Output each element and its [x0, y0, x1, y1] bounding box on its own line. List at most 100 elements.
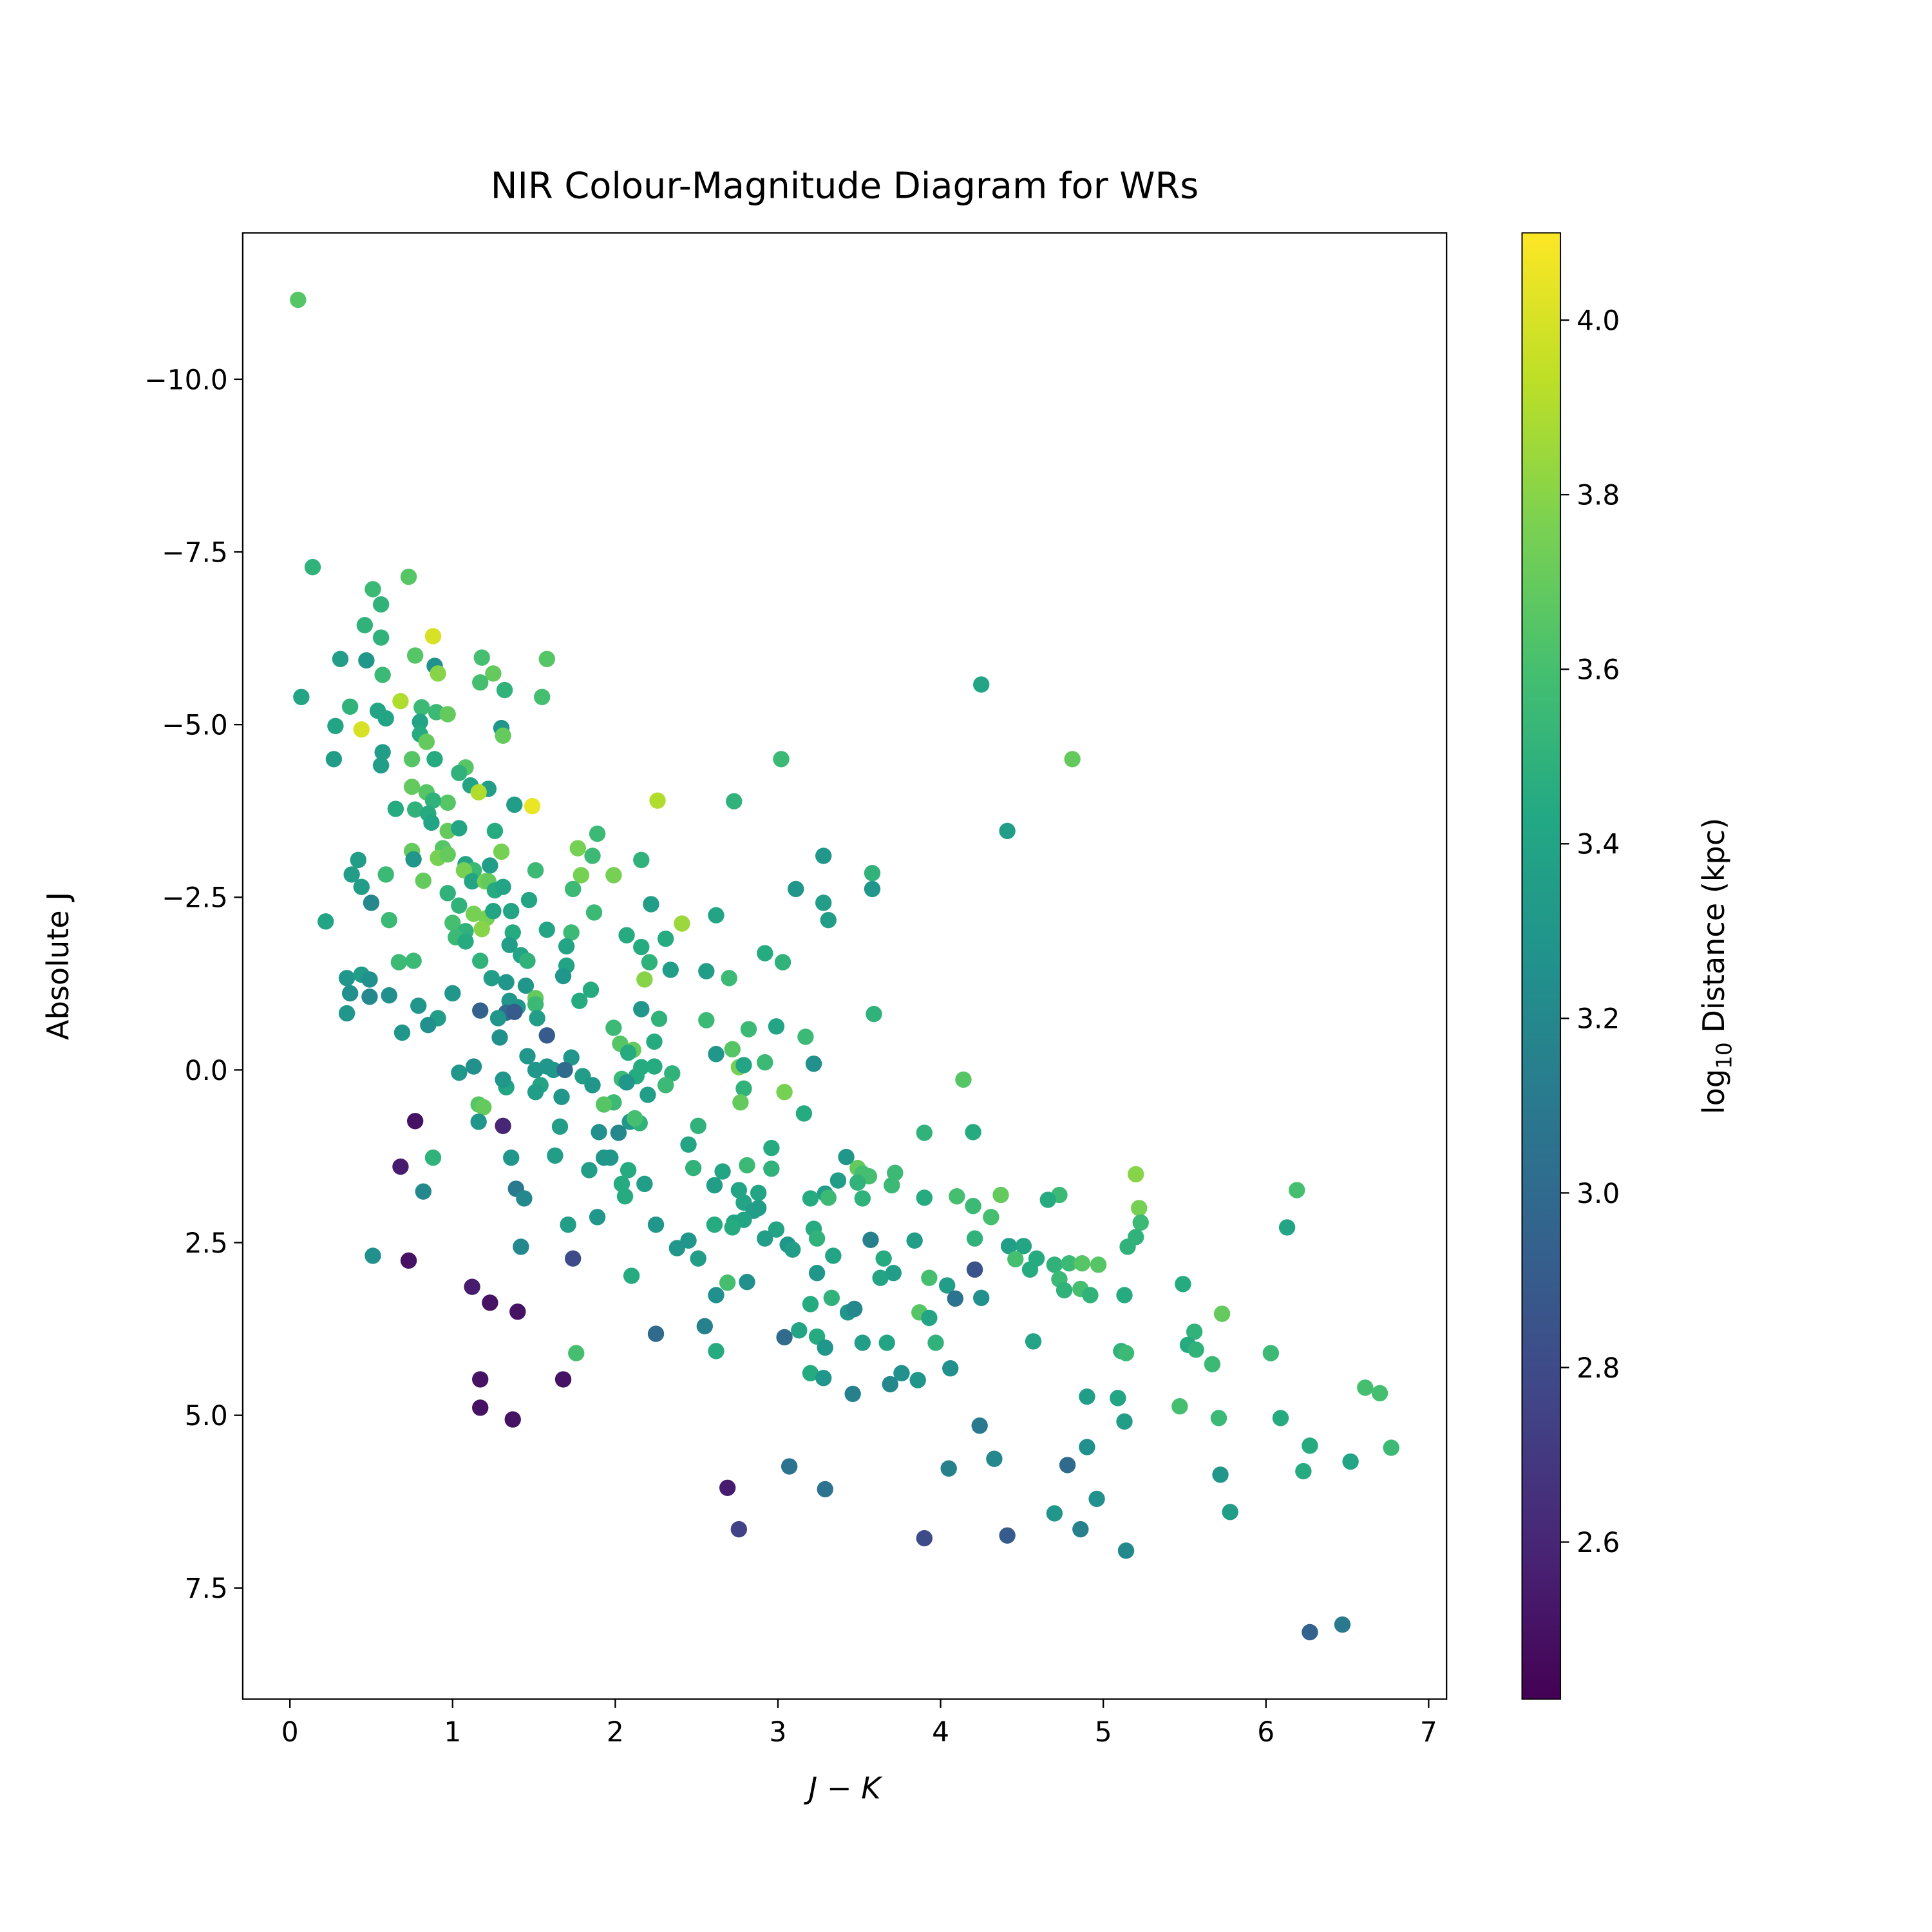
data-point [618, 927, 635, 943]
data-point [1064, 751, 1081, 768]
data-point [862, 1231, 879, 1248]
data-point [647, 1325, 665, 1342]
data-point [527, 996, 544, 1013]
data-point [866, 1005, 882, 1023]
data-point [585, 904, 603, 921]
data-point [1007, 1251, 1024, 1267]
colorbar-label: log10 Distance (kpc) [1696, 818, 1737, 1114]
data-point [405, 851, 422, 867]
data-point [563, 1049, 580, 1066]
data-point [639, 1086, 656, 1103]
data-point [730, 1520, 748, 1538]
data-point [472, 1002, 489, 1019]
data-point [545, 1061, 562, 1079]
y-tick-label: 5.0 [185, 1400, 228, 1432]
data-point [605, 1019, 622, 1036]
data-point [554, 967, 572, 985]
data-point [906, 1232, 923, 1249]
data-point [503, 1149, 520, 1166]
data-point [768, 1221, 785, 1238]
data-point [916, 1530, 933, 1547]
data-point [1213, 1305, 1231, 1322]
data-point [406, 1113, 424, 1130]
data-point [1212, 1466, 1229, 1483]
data-point [602, 1149, 619, 1166]
colorbar-axis: 2.6 2.8 3.0 3.2 3.4 3.6 3.8 4.0 [1560, 305, 1620, 1558]
colorbar-tick-label: 3.4 [1577, 829, 1620, 860]
data-point [1262, 1345, 1280, 1361]
data-point [444, 914, 461, 931]
data-point [618, 1074, 635, 1091]
data-point [706, 1177, 723, 1194]
colorbar-tick-label: 3.6 [1577, 654, 1620, 686]
data-point [558, 938, 575, 955]
data-point [582, 981, 600, 998]
data-point [757, 1054, 773, 1071]
data-point [519, 1048, 536, 1065]
data-point [341, 698, 359, 715]
data-point [739, 1273, 755, 1291]
data-point [1289, 1182, 1305, 1198]
data-point [636, 1175, 653, 1193]
data-point [825, 1247, 842, 1264]
data-point [884, 1177, 900, 1194]
data-point [802, 1190, 819, 1207]
data-point [1046, 1256, 1063, 1273]
data-point [451, 1065, 468, 1081]
data-point [657, 930, 674, 947]
data-point [650, 1010, 668, 1027]
data-point [708, 1287, 724, 1303]
data-point [457, 933, 474, 950]
data-point [947, 1290, 963, 1307]
data-point [854, 1334, 871, 1351]
data-point [482, 857, 498, 874]
data-point [636, 971, 653, 988]
data-point [475, 1099, 492, 1116]
data-point [472, 952, 489, 969]
data-point [698, 963, 715, 980]
data-point [626, 1110, 643, 1127]
data-point [338, 970, 355, 987]
data-point [641, 954, 658, 971]
data-point [992, 1186, 1009, 1204]
x-tick-label: 7 [1420, 1716, 1437, 1748]
data-points [290, 291, 1399, 1641]
data-point [538, 922, 555, 938]
y-axis-label: Absolute J [41, 892, 75, 1040]
data-point [451, 897, 468, 914]
data-point [613, 1175, 630, 1193]
chart-title: NIR Colour-Magnitude Diagram for WRs [491, 166, 1198, 207]
data-point [551, 1118, 569, 1135]
data-point [817, 1339, 833, 1356]
data-point [706, 1216, 723, 1233]
data-point [1046, 1505, 1063, 1522]
data-point [381, 911, 397, 929]
data-point [797, 1028, 814, 1045]
colorbar-tick-label: 2.6 [1577, 1527, 1620, 1558]
data-point [726, 793, 743, 810]
data-point [1116, 1287, 1133, 1303]
data-point [430, 665, 446, 682]
data-point [1056, 1282, 1073, 1299]
data-point [565, 880, 582, 898]
data-point [565, 1250, 582, 1267]
data-point [763, 1160, 780, 1177]
data-point [802, 1365, 819, 1381]
data-point [495, 1071, 511, 1088]
data-point [317, 913, 334, 930]
data-point [938, 1277, 956, 1294]
data-point [620, 1162, 637, 1179]
data-point [955, 1071, 972, 1088]
colorbar-label-suffix: Distance (kpc) [1696, 818, 1731, 1042]
data-point [332, 650, 349, 667]
data-point [547, 1147, 564, 1164]
data-point [1186, 1323, 1203, 1340]
data-point [805, 1056, 822, 1072]
data-point [412, 714, 428, 730]
data-point [942, 1360, 959, 1377]
data-point [633, 1001, 650, 1018]
data-point [1278, 1219, 1296, 1236]
data-point [350, 851, 366, 869]
y-tick-label: 0.0 [185, 1055, 228, 1086]
